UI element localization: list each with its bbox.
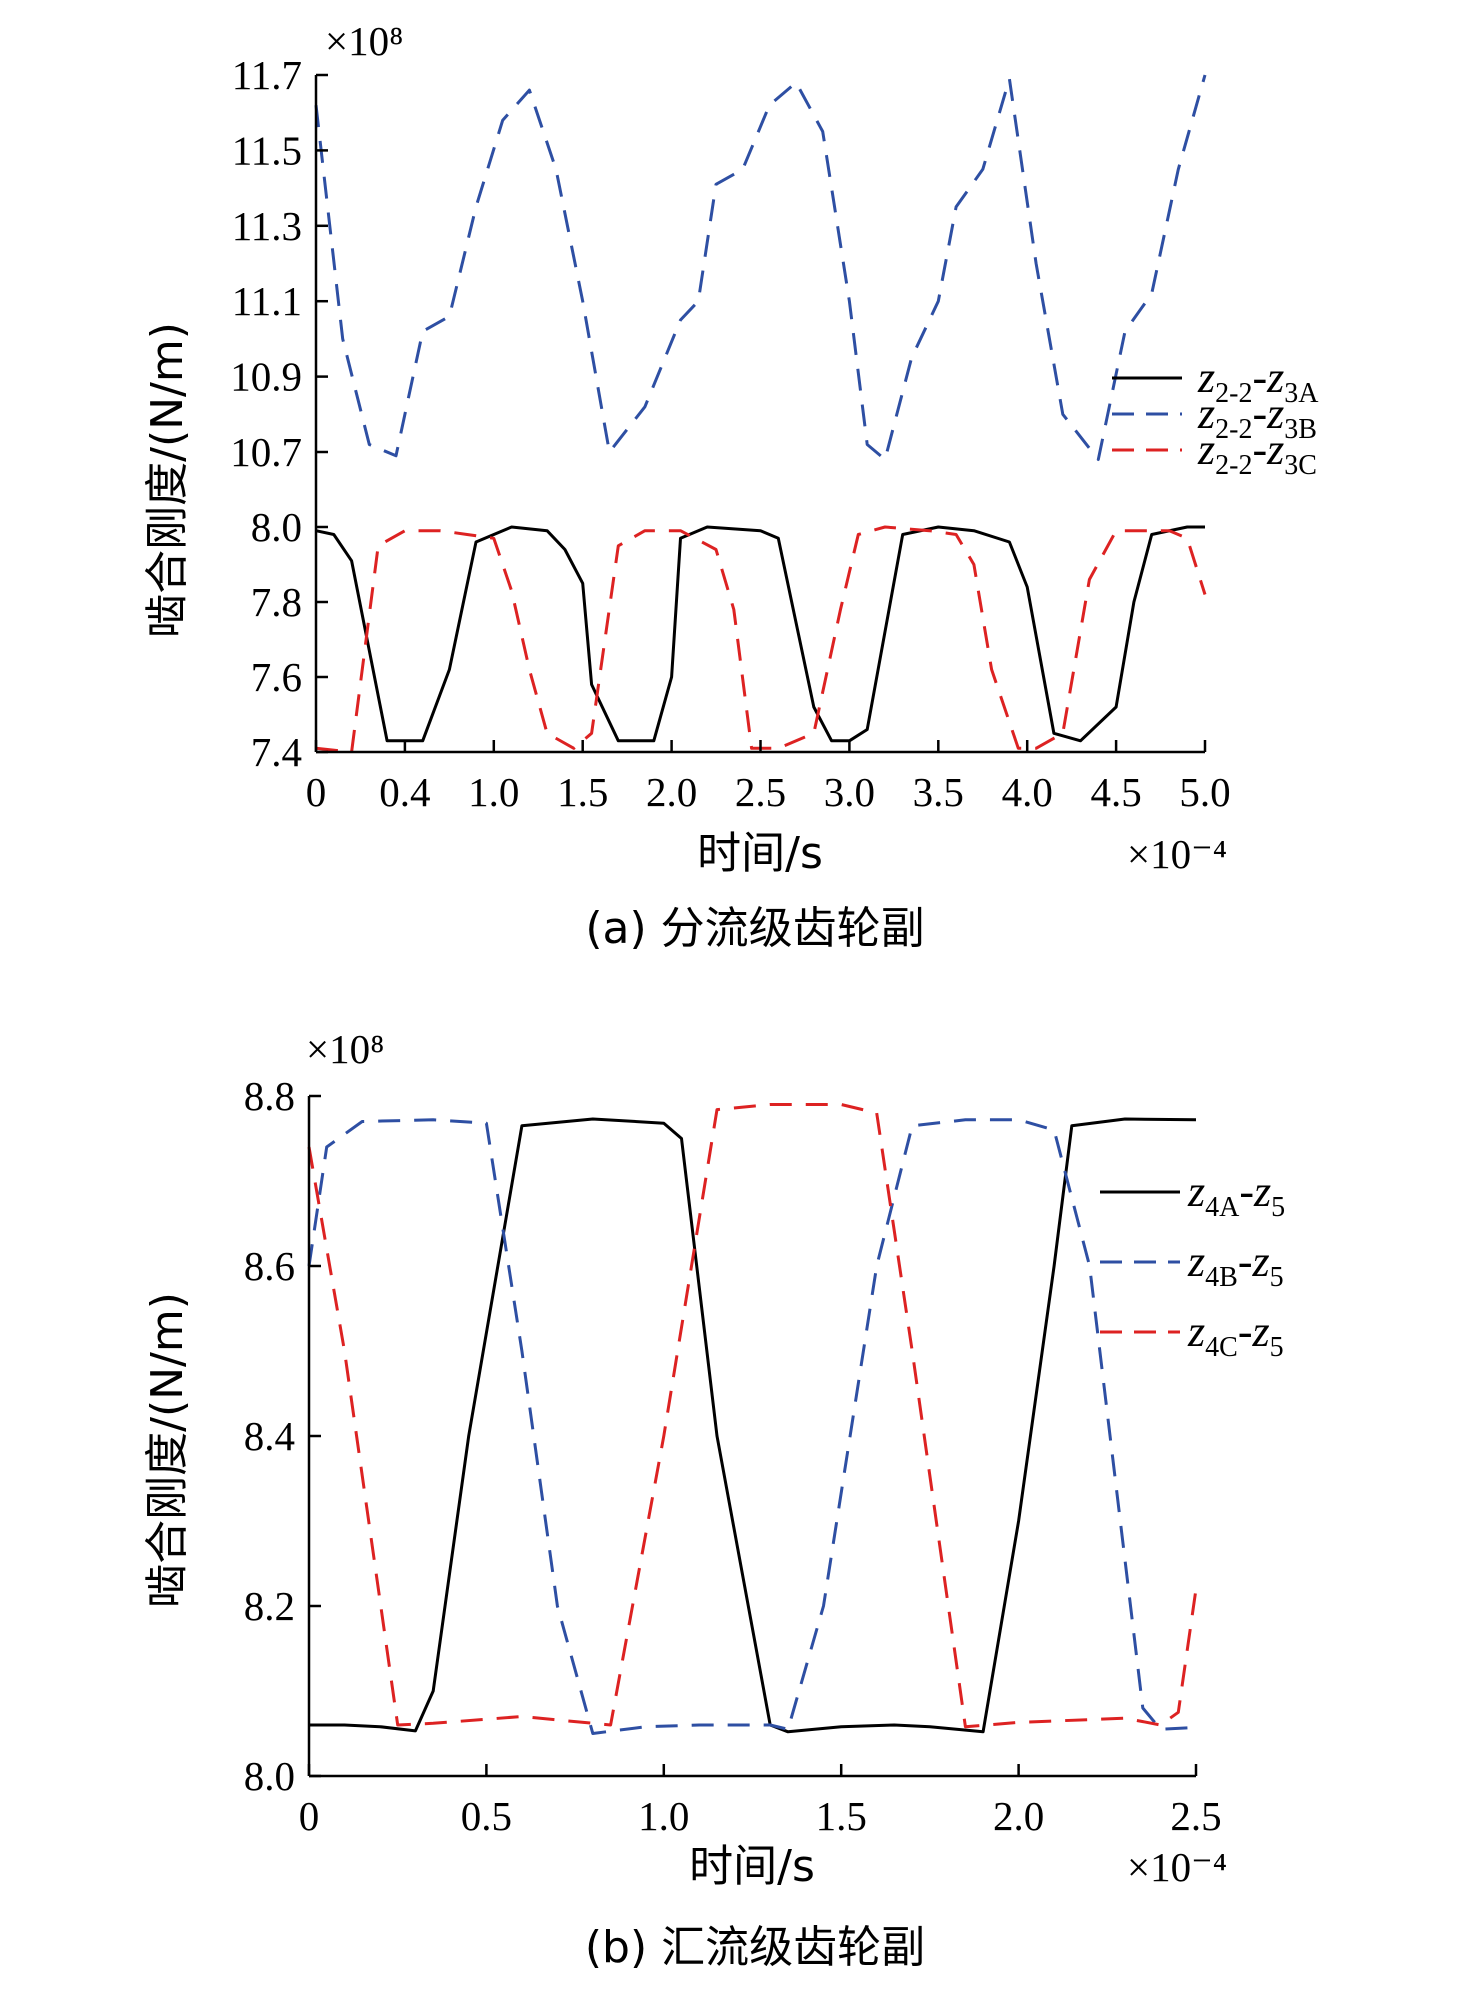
- x-tick-label-b: 1.5: [816, 1793, 867, 1839]
- y-tick-label-a: 8.0: [251, 504, 302, 550]
- x-tick-label-a: 2.5: [735, 769, 786, 815]
- x-tick-label-a: 3.0: [824, 769, 875, 815]
- y-axis-label-b: 啮合刚度/(N/m): [142, 1292, 193, 1608]
- x-tick-label-a: 4.5: [1090, 769, 1141, 815]
- series-line-b-1: [307, 1118, 1197, 1735]
- y-tick-label-b: 8.4: [244, 1413, 295, 1459]
- x-tick-label-a: 0: [306, 769, 327, 815]
- x-tick-label-b: 0: [299, 1793, 320, 1839]
- x-tick-label-a: 1.5: [557, 769, 608, 815]
- x-tick-label-a: 4.0: [1002, 769, 1053, 815]
- y-tick-label-a: 7.4: [251, 729, 302, 775]
- x-tick-label-a: 3.5: [913, 769, 964, 815]
- legend-label-b-1: z4B-z5: [1187, 1237, 1284, 1293]
- caption-a: (a) 分流级齿轮副: [585, 903, 924, 954]
- y-tick-label-b: 8.6: [244, 1243, 295, 1289]
- y-tick-label-a: 11.7: [232, 52, 302, 98]
- series-line-b-0: [309, 1117, 1197, 1734]
- y-tick-label-a: 10.7: [230, 429, 302, 475]
- legend-label-b-2: z4C-z5: [1187, 1307, 1284, 1363]
- y-tick-label-a: 10.9: [230, 354, 302, 400]
- y-tick-label-b: 8.2: [244, 1583, 295, 1629]
- chart-a: 7.4 7.6 7.8 8.0 10.7 10.9 11.1 11.3 11.5 11.7 0 0.4…: [142, 18, 1319, 954]
- x-tick-label-b: 0.5: [461, 1793, 512, 1839]
- y-axis-label-a: 啮合刚度/(N/m): [142, 322, 193, 638]
- y-multiplier-b: ×10⁸: [306, 1026, 384, 1072]
- x-tick-label-a: 5.0: [1179, 769, 1230, 815]
- y-tick-label-a: 7.8: [251, 579, 302, 625]
- series-line-a-0: [315, 525, 1205, 743]
- x-tick-label-a: 0.4: [379, 769, 430, 815]
- y-tick-label-a: 11.5: [232, 127, 302, 173]
- y-multiplier-a: ×10⁸: [325, 18, 403, 64]
- y-tick-label-b: 8.8: [244, 1073, 295, 1119]
- x-tick-label-a: 2.0: [646, 769, 697, 815]
- y-tick-label-a: 11.3: [232, 203, 302, 249]
- x-axis-label-a: 时间/s: [697, 828, 823, 879]
- x-axis-label-b: 时间/s: [689, 1841, 815, 1892]
- y-tick-label-a: 11.1: [232, 278, 302, 324]
- x-tick-label-b: 2.5: [1170, 1793, 1221, 1839]
- legend-b: z4A-z5 z4B-z5 z4C-z5: [1100, 1167, 1285, 1363]
- x-tick-label-b: 1.0: [638, 1793, 689, 1839]
- caption-b: (b) 汇流级齿轮副: [585, 1922, 925, 1973]
- series-line-a-2: [315, 525, 1207, 754]
- x-tick-label-b: 2.0: [993, 1793, 1044, 1839]
- legend-label-b-0: z4A-z5: [1187, 1167, 1285, 1223]
- y-tick-label-b: 8.0: [244, 1753, 295, 1799]
- x-multiplier-b: ×10⁻⁴: [1127, 1844, 1227, 1890]
- chart-b: 8.08.28.48.68.80 0.5 1.0 1.5 2.0 2.5 z4A-z5z4…: [142, 1026, 1285, 1973]
- x-multiplier-a: ×10⁻⁴: [1127, 831, 1227, 877]
- y-tick-label-a: 7.6: [251, 654, 302, 700]
- series-line-a-1: [314, 74, 1207, 461]
- x-tick-label-a: 1.0: [468, 769, 519, 815]
- series-line-b-2: [307, 1103, 1198, 1729]
